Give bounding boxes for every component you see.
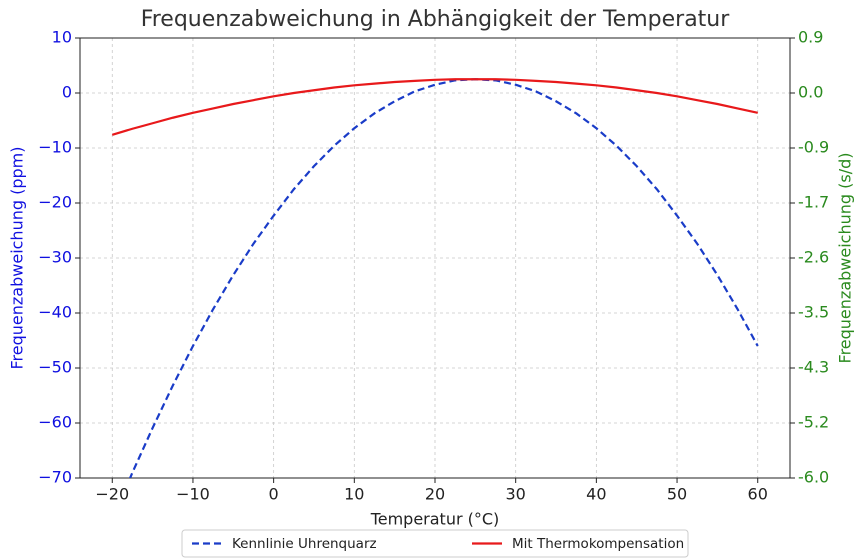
x-tick-label: 0 [269, 485, 279, 504]
plot-frame [79, 37, 791, 479]
y2-tick-label: -2.6 [798, 248, 829, 267]
y-tick-label: −40 [38, 303, 72, 322]
legend-label: Kennlinie Uhrenquarz [232, 536, 377, 552]
x-axis-label: Temperatur (°C) [370, 510, 500, 529]
x-tick-label: 60 [748, 485, 768, 504]
x-tick-label: −10 [176, 485, 210, 504]
y2-tick-label: -5.2 [798, 413, 829, 432]
series-line [111, 78, 758, 136]
legend-label: Mit Thermokompensation [512, 536, 684, 552]
plot-area [111, 78, 759, 478]
x-tick-label: −20 [95, 485, 129, 504]
y-tick-label: −30 [38, 248, 72, 267]
y-tick-label: 10 [52, 28, 72, 47]
y2-tick-label: -4.3 [798, 358, 829, 377]
x-tick-label: 50 [667, 485, 687, 504]
y-tick-label: −70 [38, 468, 72, 487]
y-tick-label: −60 [38, 413, 72, 432]
y2-tick-label: 0.0 [798, 83, 823, 102]
y2-tick-label: -0.9 [798, 138, 829, 157]
legend-box [181, 529, 689, 558]
y2-tick-label: -1.7 [798, 193, 829, 212]
y-tick-label: −20 [38, 193, 72, 212]
y2-tick-label: -3.5 [798, 303, 829, 322]
y2-tick-label: 0.9 [798, 28, 823, 47]
y-tick-label: −10 [38, 138, 72, 157]
y-tick-label: −50 [38, 358, 72, 377]
x-tick-label: 10 [344, 485, 364, 504]
y-axis-label: Frequenzabweichung (ppm) [8, 147, 27, 370]
y-tick-label: 0 [62, 83, 72, 102]
chart-title: Frequenzabweichung in Abhängigkeit der T… [141, 7, 731, 32]
x-tick-label: 30 [506, 485, 526, 504]
y2-tick-label: -6.0 [798, 468, 829, 487]
y2-axis-label: Frequenzabweichung (s/d) [836, 153, 855, 364]
x-tick-label: 20 [425, 485, 445, 504]
x-tick-label: 40 [586, 485, 606, 504]
series-line [128, 78, 759, 478]
